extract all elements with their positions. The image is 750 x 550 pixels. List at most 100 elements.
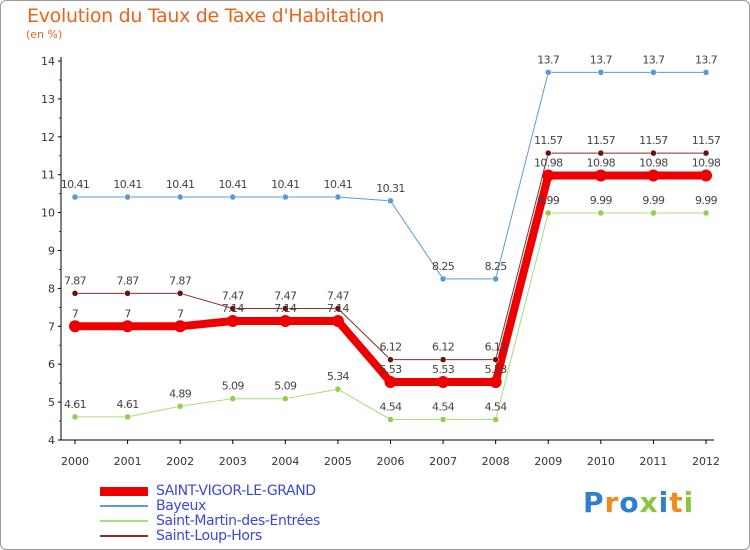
data-label: 10.41: [219, 178, 248, 191]
data-point: [492, 356, 499, 363]
data-label: 10.98: [692, 156, 721, 169]
x-tick-label: 2010: [587, 455, 615, 468]
data-label: 10.98: [534, 156, 563, 169]
data-point: [121, 320, 134, 333]
data-label: 7.47: [274, 289, 297, 302]
logo-letter: o: [619, 486, 640, 519]
data-point: [71, 193, 79, 201]
data-point: [229, 305, 236, 312]
data-point: [597, 209, 605, 217]
data-point: [439, 416, 447, 423]
data-label: 4.61: [64, 398, 86, 411]
data-point: [489, 376, 502, 389]
logo-letter: P: [583, 486, 605, 519]
data-label: 7.47: [327, 289, 350, 302]
data-point: [594, 169, 607, 182]
data-point: [334, 193, 342, 201]
y-tick-label: 8: [48, 282, 55, 295]
x-tick-label: 2005: [324, 455, 352, 468]
x-tick-label: 2009: [534, 455, 562, 468]
data-label: 7.87: [117, 274, 140, 287]
data-label: 11.57: [587, 134, 616, 147]
data-point: [650, 69, 657, 76]
x-tick-label: 2012: [692, 455, 720, 468]
legend-swatch: [100, 535, 148, 537]
data-point: [650, 149, 657, 157]
data-label: 7.47: [222, 289, 245, 302]
chart-subtitle: (en %): [26, 28, 63, 41]
legend-swatch: [100, 487, 148, 496]
data-label: 4.54: [485, 401, 508, 414]
data-label: 8.25: [432, 260, 455, 273]
data-label: 5.09: [274, 380, 297, 393]
data-point: [387, 197, 394, 205]
data-point: [492, 416, 499, 423]
data-point: [702, 149, 710, 157]
data-point: [282, 395, 289, 402]
legend-label: Saint-Martin-des-Entrées: [156, 513, 320, 529]
data-label: 7.87: [169, 274, 192, 287]
data-label: 13.7: [590, 53, 613, 66]
data-label: 7: [72, 307, 79, 320]
data-label: 4.54: [379, 401, 402, 414]
data-label: 5.53: [432, 363, 455, 376]
data-point: [702, 209, 710, 217]
logo-letter: i: [658, 486, 670, 519]
x-tick-label: 2000: [61, 455, 89, 468]
x-tick-label: 2003: [219, 455, 247, 468]
data-label: 10.41: [166, 178, 195, 191]
data-point: [124, 193, 131, 201]
data-point: [597, 149, 605, 157]
legend-swatch: [100, 505, 148, 507]
data-point: [702, 69, 710, 76]
data-label: 7.87: [64, 274, 87, 287]
data-label: 10.98: [639, 156, 668, 169]
data-point: [176, 403, 184, 410]
data-label: 7: [177, 307, 184, 320]
data-label: 7: [124, 307, 131, 320]
y-tick-label: 13: [41, 93, 55, 106]
data-label: 13.7: [642, 53, 665, 66]
logo-letter: r: [604, 486, 620, 519]
data-point: [124, 290, 131, 297]
data-label: 9.99: [642, 194, 665, 207]
data-label: 10.98: [587, 156, 616, 169]
data-point: [176, 193, 184, 201]
logo-letter: t: [669, 486, 684, 519]
data-label: 5.53: [485, 363, 508, 376]
data-label: 6.12: [485, 341, 507, 354]
data-label: 11.57: [692, 134, 721, 147]
data-point: [437, 376, 450, 389]
legend-swatch: [100, 520, 148, 522]
data-point: [124, 413, 131, 421]
data-label: 9.99: [695, 194, 718, 207]
data-label: 13.7: [695, 53, 718, 66]
data-label: 6.12: [379, 341, 401, 354]
data-label: 11.57: [534, 134, 563, 147]
y-tick-label: 9: [48, 245, 55, 258]
data-point: [334, 385, 342, 393]
data-point: [176, 290, 184, 297]
proxiti-logo: Proxiti: [583, 486, 694, 519]
data-point: [71, 290, 79, 297]
data-point: [71, 413, 79, 421]
x-tick-label: 2011: [639, 455, 667, 468]
x-tick-label: 2001: [114, 455, 142, 468]
legend-label: Saint-Loup-Hors: [156, 528, 262, 544]
y-tick-label: 6: [48, 358, 55, 371]
data-label: 10.31: [376, 182, 405, 195]
data-label: 10.41: [113, 178, 142, 191]
data-label: 10.41: [61, 178, 90, 191]
y-tick-label: 14: [41, 55, 55, 68]
data-label: 7.14: [222, 302, 245, 315]
y-tick-label: 12: [41, 131, 55, 144]
x-tick-label: 2008: [482, 455, 510, 468]
x-tick-label: 2004: [271, 455, 299, 468]
data-point: [439, 356, 447, 363]
logo-letter: i: [683, 486, 695, 519]
data-label: 5.09: [222, 380, 245, 393]
y-tick-label: 7: [48, 320, 55, 333]
data-label: 4.61: [117, 398, 139, 411]
data-label: 9.99: [537, 194, 560, 207]
